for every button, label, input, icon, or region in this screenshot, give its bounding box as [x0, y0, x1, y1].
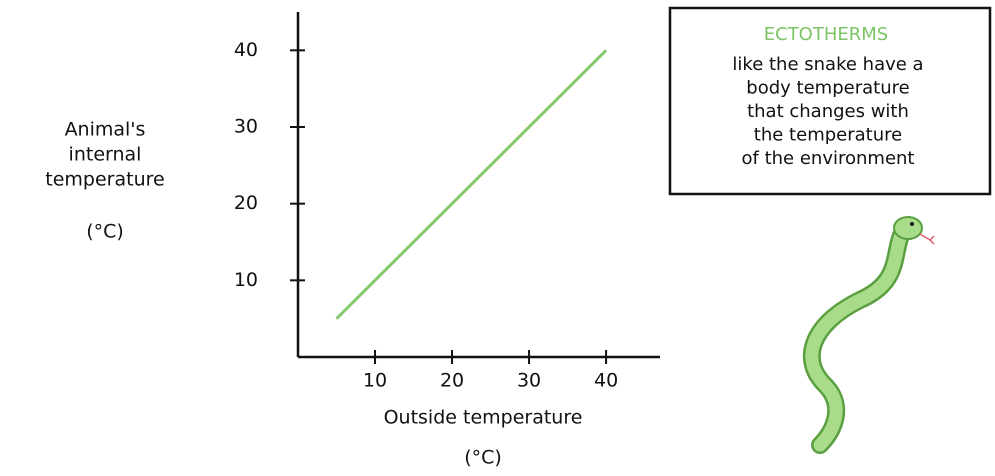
- y-axis-label: (°C): [86, 221, 124, 243]
- annotation-line: the temperature: [754, 125, 902, 146]
- page: ECTOTHERMS like the snake have a body tem…: [0, 0, 995, 476]
- y-tick-label: 10: [234, 269, 258, 291]
- y-axis-label: temperature: [45, 169, 164, 191]
- annotation-line: that changes with: [747, 101, 909, 122]
- y-axis-label: Animal's: [65, 119, 146, 141]
- annotation-line: like the snake have a: [732, 54, 923, 75]
- x-tick-label: 40: [594, 370, 618, 392]
- x-tick-label: 10: [363, 370, 387, 392]
- x-tick-label: 30: [517, 370, 541, 392]
- y-axis-label: internal: [69, 144, 142, 166]
- x-axis-label: Outside temperature: [384, 407, 583, 429]
- y-tick-label: 40: [234, 39, 258, 61]
- x-tick-label: 20: [440, 370, 464, 392]
- y-tick-label: 20: [234, 192, 258, 214]
- chart: ECTOTHERMS like the snake have a body tem…: [0, 0, 995, 476]
- annotation: ECTOTHERMS like the snake have a body tem…: [670, 8, 990, 194]
- annotation-line: of the environment: [742, 148, 915, 169]
- x-axis-label: (°C): [464, 447, 502, 469]
- y-tick-label: 30: [234, 116, 258, 138]
- annotation-line: body temperature: [746, 78, 909, 99]
- annotation-title: ECTOTHERMS: [764, 24, 888, 45]
- data-line: [337, 50, 607, 318]
- snake: [812, 217, 934, 445]
